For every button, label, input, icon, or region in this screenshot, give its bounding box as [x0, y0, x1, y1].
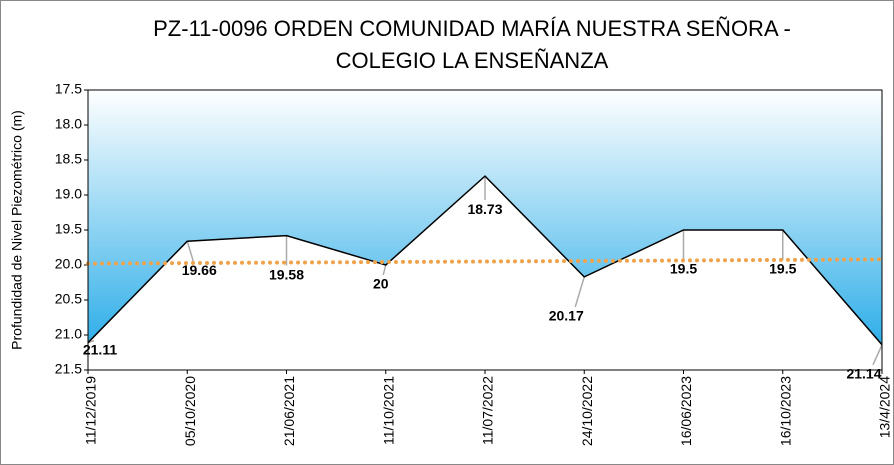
x-tick-label: 05/10/2020	[182, 376, 198, 446]
x-tick-label: 11/07/2022	[480, 376, 496, 445]
data-label: 20	[373, 276, 389, 292]
y-tick-label: 21.5	[55, 361, 82, 377]
leader-line	[382, 264, 387, 276]
x-tick-label: 16/06/2023	[678, 376, 694, 446]
leader-line	[186, 240, 194, 262]
leader-line	[872, 344, 883, 366]
x-tick-label: 13/4/2024	[877, 376, 893, 438]
y-tick-label: 21.0	[55, 326, 82, 342]
line	[87, 175, 883, 346]
x-tick-label: 21/06/2021	[281, 376, 297, 446]
data-label: 19.5	[670, 261, 697, 277]
data-label: 19.5	[769, 261, 796, 277]
x-tick-label: 11/12/2019	[83, 376, 99, 445]
chart-title: COLEGIO LA ENSEÑANZA	[336, 48, 609, 73]
x-tick-label: 11/10/2021	[380, 376, 396, 445]
y-tick-label: 17.5	[55, 81, 82, 97]
leader-line	[574, 276, 585, 308]
plot-frame	[87, 89, 883, 371]
x-tick-label: 16/10/2023	[777, 376, 793, 446]
x-tick-label: 24/10/2022	[579, 376, 595, 446]
area-fill	[88, 176, 882, 370]
data-label: 19.66	[182, 262, 217, 278]
trendline	[86, 257, 884, 266]
data-label: 20.17	[549, 308, 584, 324]
y-tick-label: 19.0	[55, 186, 82, 202]
chart-title: PZ-11-0096 ORDEN COMUNIDAD MARÍA NUESTRA…	[153, 16, 791, 41]
y-axis-label: Profundidad de Nivel Piezométrico (m)	[9, 110, 25, 350]
y-tick-label: 19.5	[55, 221, 82, 237]
y-tick-label: 18.5	[55, 151, 82, 167]
y-tick-label: 20.5	[55, 291, 82, 307]
data-label: 18.73	[467, 201, 502, 217]
data-label: 19.58	[269, 266, 304, 282]
y-tick-label: 20.0	[55, 256, 82, 272]
y-tick-label: 18.0	[55, 116, 82, 132]
data-label: 21.11	[83, 341, 117, 357]
